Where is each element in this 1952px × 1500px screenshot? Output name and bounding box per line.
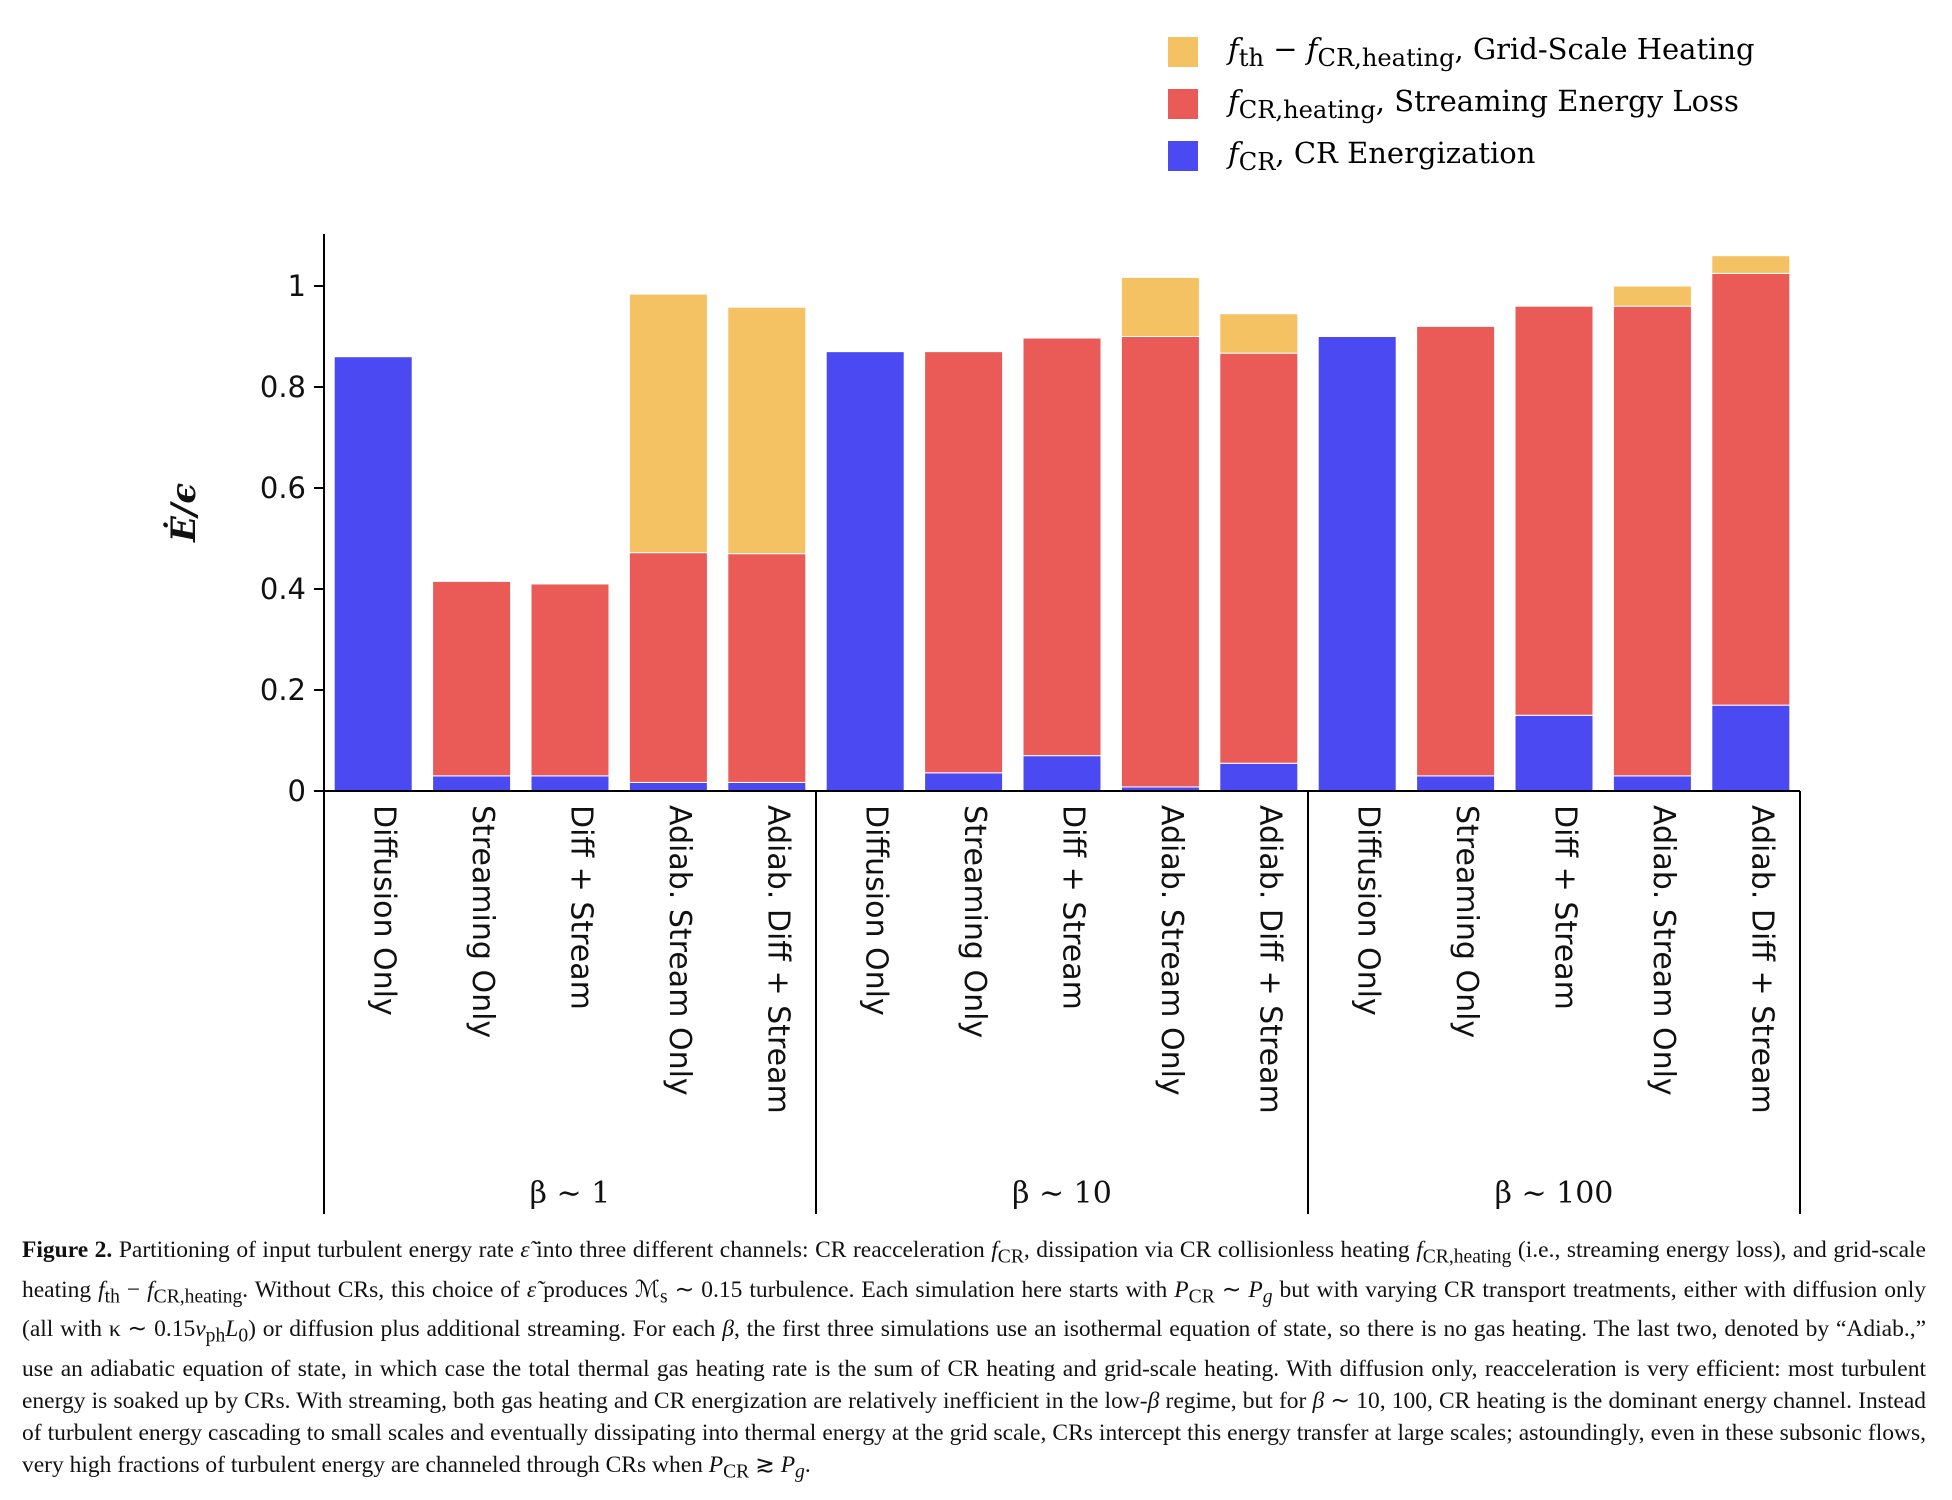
- group-label-1: β ∼ 10: [1012, 1176, 1112, 1211]
- bar-segment-6-1: [924, 351, 1004, 774]
- legend-label-grid-scale-heating: fth − fCR,heating, Grid-Scale Heating: [1228, 32, 1755, 72]
- x-tick-label-0: Diffusion Only: [367, 805, 402, 1016]
- group-label-2: β ∼ 100: [1495, 1176, 1614, 1211]
- bar-segment-14-2: [1711, 255, 1791, 274]
- bar-segment-4-2: [727, 306, 807, 555]
- legend-item-cr-energization: fCR, CR Energization: [1168, 130, 1755, 182]
- bar-segment-13-2: [1612, 285, 1692, 307]
- y-tick-label-5: 1: [288, 269, 306, 303]
- legend-item-streaming-energy-loss: fCR,heating, Streaming Energy Loss: [1168, 78, 1755, 130]
- x-tick-label-13: Adiab. Stream Only: [1646, 805, 1681, 1096]
- bar-segment-7-0: [1022, 755, 1102, 792]
- bar-segment-2-1: [530, 583, 610, 777]
- bar-segment-1-1: [432, 580, 512, 777]
- legend-swatch-grid-scale-heating: [1168, 37, 1198, 67]
- bar-segment-13-1: [1612, 305, 1692, 777]
- legend-item-grid-scale-heating: fth − fCR,heating, Grid-Scale Heating: [1168, 26, 1755, 78]
- bar-segment-12-0: [1514, 714, 1594, 792]
- legend-label-cr-energization: fCR, CR Energization: [1228, 136, 1536, 176]
- bar-segment-10-0: [1317, 336, 1397, 792]
- figure-caption: Figure 2. Partitioning of input turbulen…: [22, 1237, 1926, 1483]
- x-tick-label-4: Adiab. Diff + Stream: [760, 805, 795, 1114]
- x-tick-label-5: Diffusion Only: [859, 805, 894, 1016]
- y-tick-label-3: 0.6: [260, 471, 306, 505]
- bar-segment-9-1: [1219, 352, 1299, 764]
- caption-label: Figure 2.: [22, 1237, 113, 1263]
- bar-segment-11-1: [1416, 325, 1496, 777]
- bar-segment-13-0: [1612, 775, 1692, 792]
- stacked-bar-chart: Diffusion Only Streaming Only Diff + Strea…: [163, 234, 1801, 1214]
- legend-swatch-streaming-energy-loss: [1168, 89, 1198, 119]
- bar-segment-14-1: [1711, 272, 1791, 706]
- legend: fth − fCR,heating, Grid-Scale Heating fC…: [1168, 26, 1755, 182]
- x-tick-label-6: Streaming Only: [957, 805, 992, 1038]
- x-tick-label-10: Diffusion Only: [1351, 805, 1386, 1016]
- bar-segment-9-2: [1219, 313, 1299, 354]
- x-tick-label-8: Adiab. Stream Only: [1154, 805, 1189, 1096]
- bar-segment-12-1: [1514, 305, 1594, 716]
- bar-segment-14-0: [1711, 704, 1791, 792]
- bar-segment-8-2: [1120, 276, 1200, 338]
- group-label-0: β ∼ 1: [530, 1176, 611, 1211]
- x-tick-label-12: Diff + Stream: [1548, 805, 1583, 1010]
- bar-segment-3-2: [628, 293, 708, 554]
- x-tick-label-2: Diff + Stream: [564, 805, 599, 1010]
- x-tick-label-11: Streaming Only: [1449, 805, 1484, 1038]
- x-tick-label-1: Streaming Only: [465, 805, 500, 1038]
- bar-segment-11-0: [1416, 775, 1496, 792]
- y-tick-label-1: 0.2: [260, 673, 306, 707]
- legend-label-streaming-energy-loss: fCR,heating, Streaming Energy Loss: [1228, 84, 1739, 124]
- bar-segment-4-1: [727, 553, 807, 783]
- x-tick-label-14: Adiab. Diff + Stream: [1744, 805, 1779, 1114]
- y-tick-label-4: 0.8: [260, 370, 306, 404]
- bar-segment-7-1: [1022, 337, 1102, 757]
- y-tick-label-2: 0.4: [260, 572, 306, 606]
- legend-swatch-cr-energization: [1168, 141, 1198, 171]
- bar-segment-6-0: [924, 772, 1004, 792]
- x-tick-label-3: Adiab. Stream Only: [662, 805, 697, 1096]
- bar-segment-3-1: [628, 552, 708, 783]
- y-tick-label-0: 0: [288, 774, 306, 808]
- bar-segment-0-0: [333, 356, 413, 792]
- bar-segment-9-0: [1219, 762, 1299, 792]
- x-tick-label-9: Adiab. Diff + Stream: [1252, 805, 1287, 1114]
- bar-segment-8-1: [1120, 336, 1200, 788]
- y-axis-label: Ė/ϵ: [163, 483, 204, 543]
- x-tick-label-7: Diff + Stream: [1056, 805, 1091, 1010]
- bar-segment-2-0: [530, 775, 610, 792]
- bars-layer: [333, 255, 1791, 792]
- bar-segment-3-0: [628, 781, 708, 792]
- bar-segment-1-0: [432, 775, 512, 792]
- bar-segment-4-0: [727, 781, 807, 792]
- axes-layer: Diffusion Only Streaming Only Diff + Strea…: [163, 234, 1801, 1214]
- bar-segment-5-0: [825, 351, 905, 792]
